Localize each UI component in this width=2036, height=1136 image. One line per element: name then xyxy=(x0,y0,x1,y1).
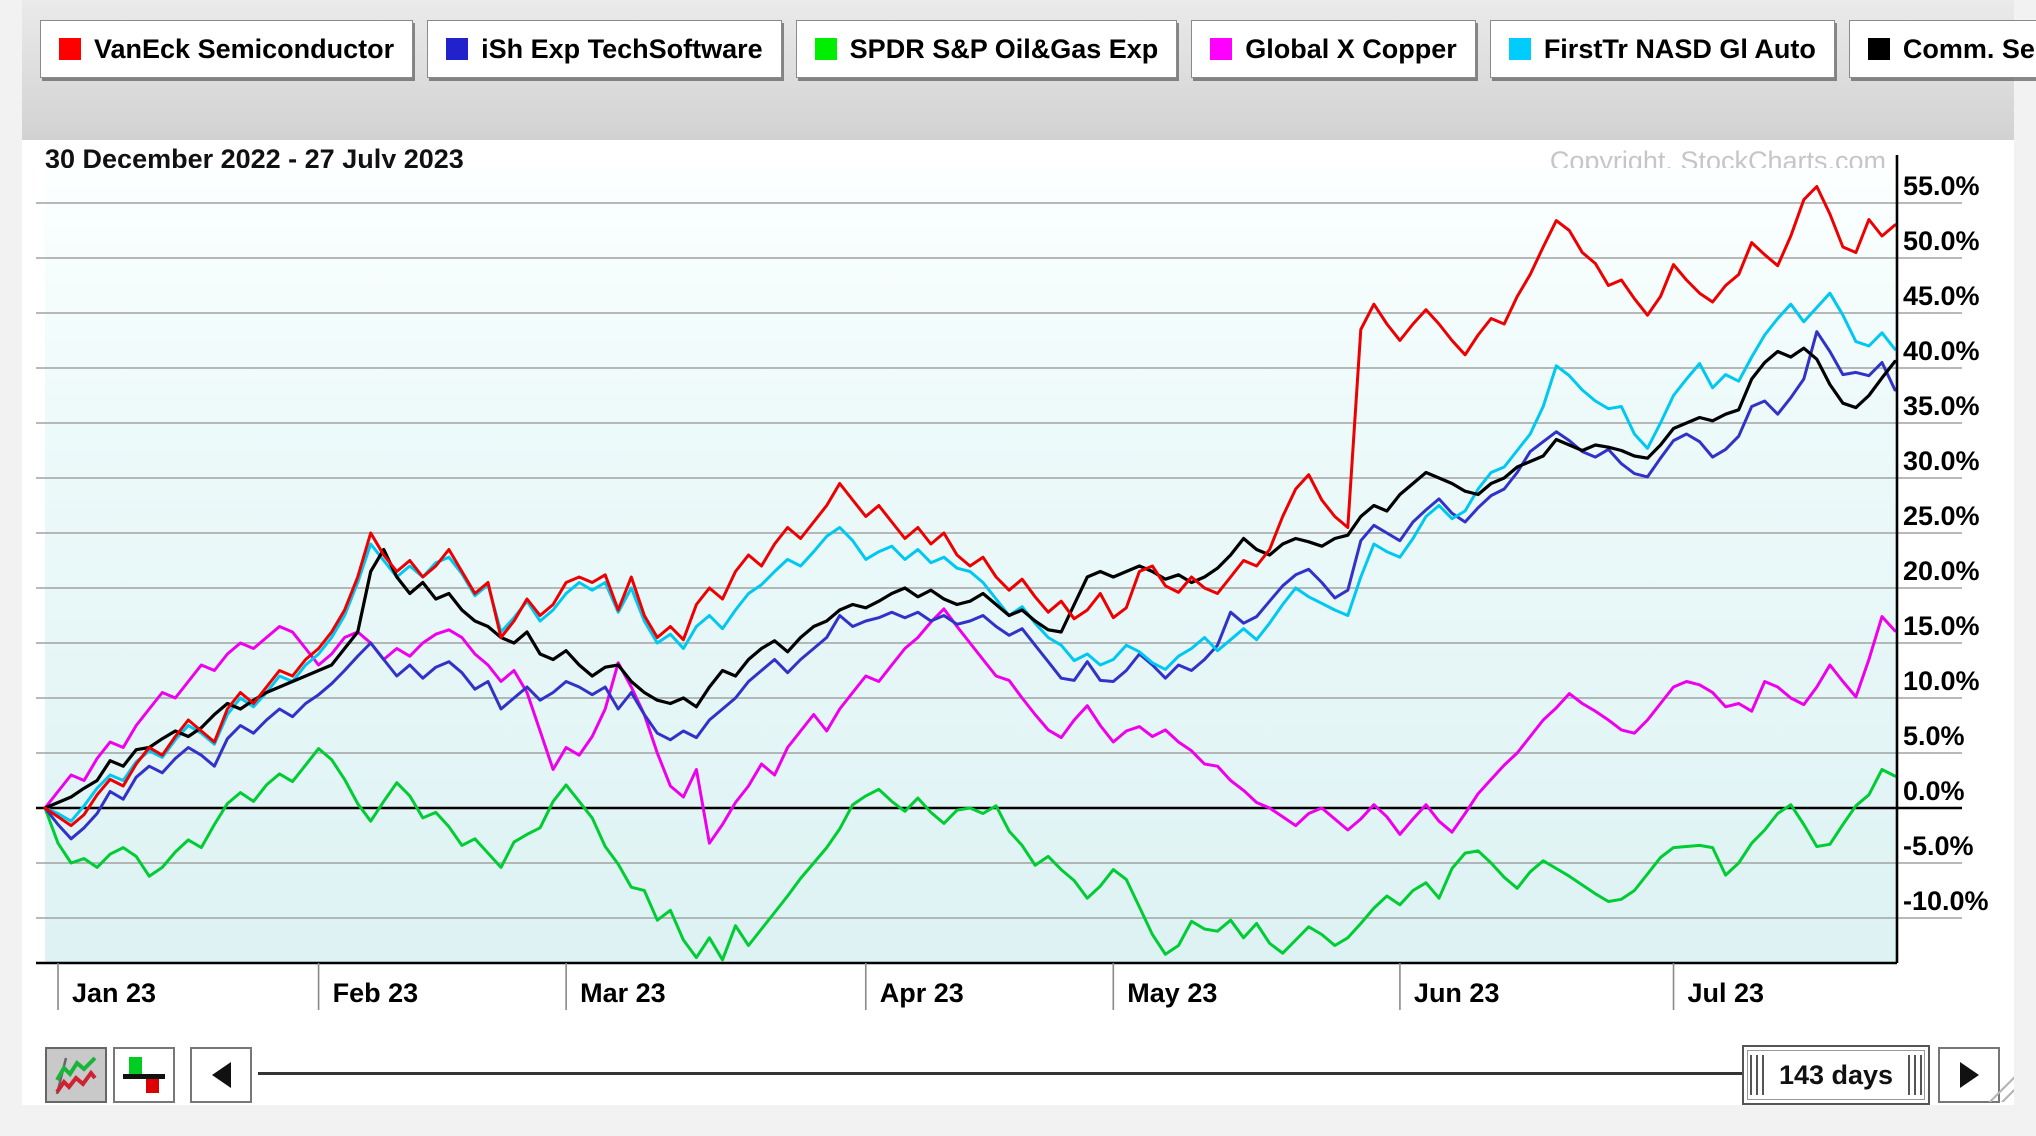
legend-item-label: VanEck Semiconductor xyxy=(94,33,395,64)
range-days-label: 143 days xyxy=(1778,1059,1894,1090)
legend-item-label: iSh Exp TechSoftware xyxy=(481,33,763,64)
y-axis-tick-label: 35.0% xyxy=(1903,391,1980,421)
x-axis-month-label: Jul 23 xyxy=(1688,978,1765,1008)
legend-swatch-black xyxy=(1867,38,1890,60)
bar-mode-button[interactable] xyxy=(113,1047,175,1103)
legend-swatch-cyan xyxy=(1508,38,1531,60)
y-axis-tick-label: 50.0% xyxy=(1903,226,1980,256)
x-axis-month-label: Jun 23 xyxy=(1414,978,1500,1008)
left-arrow-icon xyxy=(211,1062,231,1088)
slider-thumb-inner: 143 days xyxy=(1747,1050,1925,1100)
x-axis-month-label: Feb 23 xyxy=(333,978,419,1008)
y-axis-tick-label: 30.0% xyxy=(1903,446,1980,476)
series-line-vaneck-semiconductor xyxy=(43,185,1897,828)
y-axis-tick-label: 20.0% xyxy=(1903,556,1980,586)
legend-swatch-blue xyxy=(446,38,469,60)
legend-item-firsttr-nasd-gl-auto[interactable]: FirstTr NASD Gl Auto xyxy=(1489,20,1835,78)
y-axis-tick-label: 55.0% xyxy=(1903,171,1980,201)
series-line-spdr-s-p-oil-gas-exp xyxy=(43,747,1897,962)
scrollbar-track[interactable] xyxy=(258,1072,1744,1075)
legend-item-label: Comm. Services xyxy=(1902,33,2036,64)
scroll-left-button[interactable] xyxy=(190,1047,252,1103)
y-axis-tick-label: -5.0% xyxy=(1903,831,1974,861)
y-axis-tick-label: 10.0% xyxy=(1903,666,1980,696)
series-line-firsttr-nasd-gl-auto xyxy=(43,291,1897,823)
thumb-right-handle[interactable] xyxy=(1908,1055,1922,1095)
slider-thumb-range[interactable]: 143 days xyxy=(1742,1045,1930,1105)
line-mode-button[interactable] xyxy=(45,1047,107,1103)
legend-item-ish-exp-techsoftware[interactable]: iSh Exp TechSoftware xyxy=(427,20,782,78)
thumb-left-handle[interactable] xyxy=(1750,1055,1764,1095)
series-line-ish-exp-techsoftware xyxy=(43,330,1897,841)
y-axis-tick-label: 40.0% xyxy=(1903,336,1980,366)
legend-item-label: Global X Copper xyxy=(1245,33,1457,64)
legend-swatch-magenta xyxy=(1210,38,1233,60)
legend-item-vaneck-semiconductor[interactable]: VanEck Semiconductor xyxy=(40,20,414,78)
legend-item-comm-services[interactable]: Comm. Services xyxy=(1848,20,2036,78)
legend-item-spdr-oilgas-exp[interactable]: SPDR S&P Oil&Gas Exp xyxy=(795,20,1178,78)
y-axis-tick-label: -10.0% xyxy=(1903,886,1989,916)
line-chart-icon xyxy=(55,1056,97,1095)
y-axis-tick-label: 0.0% xyxy=(1903,776,1965,806)
y-axis-tick-label: 5.0% xyxy=(1903,721,1965,751)
legend-swatch-red xyxy=(59,38,81,60)
x-axis-month-label: May 23 xyxy=(1127,978,1217,1008)
legend-item-global-x-copper[interactable]: Global X Copper xyxy=(1191,20,1476,78)
right-arrow-icon xyxy=(1959,1062,1979,1088)
x-axis-month-label: Apr 23 xyxy=(880,978,964,1008)
y-axis-tick-label: 25.0% xyxy=(1903,501,1980,531)
legend-item-label: FirstTr NASD Gl Auto xyxy=(1543,33,1816,64)
scroll-right-button[interactable] xyxy=(1938,1047,2000,1103)
series-line-global-x-copper xyxy=(43,607,1897,845)
y-axis-tick-label: 45.0% xyxy=(1903,281,1980,311)
x-axis-month-label: Jan 23 xyxy=(72,978,156,1008)
series-line-comm-services xyxy=(43,346,1897,810)
x-axis-month-label: Mar 23 xyxy=(580,978,666,1008)
legend-item-label: SPDR S&P Oil&Gas Exp xyxy=(849,33,1159,64)
y-axis-tick-label: 15.0% xyxy=(1903,611,1980,641)
bar-chart-icon xyxy=(123,1057,165,1093)
legend-bar: VanEck Semiconductor iSh Exp TechSoftwar… xyxy=(40,20,2036,78)
legend-swatch-green xyxy=(814,38,837,60)
